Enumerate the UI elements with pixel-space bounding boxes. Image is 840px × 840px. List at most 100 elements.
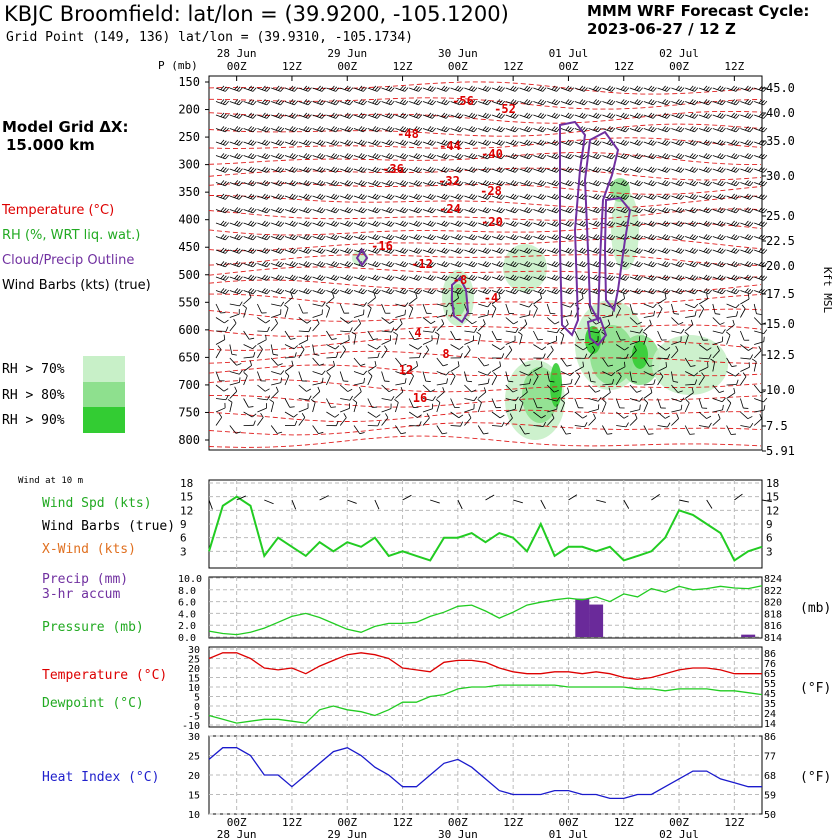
wind-barb-flag [680,127,685,133]
wind-barb-flag [689,234,694,239]
wind-barb-flag [579,288,584,293]
wind-barb-flag [703,220,708,225]
wind-barb-flag [457,127,462,132]
wind-barb-flag [510,247,515,252]
wind-barb-flag [581,100,586,105]
wind-barb-flag [349,249,354,254]
wind-barb-flag [321,222,326,227]
wind-barb-flag [661,247,666,252]
wind-barb-flag [445,222,450,227]
wind-barb-flag [289,99,294,104]
wind-barb-flag [399,99,404,104]
wind-barb [740,376,747,386]
wind-barb [712,418,721,426]
wind-barb-flag [566,319,569,325]
wind-barb-flag [652,303,657,308]
wind-barb-flag [303,234,308,239]
wind-barb [588,398,599,402]
wind-barb-flag [730,153,735,158]
wind-barb-flag [388,194,393,199]
wind-barb-flag [374,100,379,105]
wind-barb [629,330,640,334]
wind-barb [408,330,415,340]
wind-barb-flag [385,139,390,144]
wind-barb-flag [607,364,613,367]
wind-barb-flag [639,222,643,227]
wind-barb-flag [705,262,710,267]
wind-barb-flag [501,154,505,160]
wind-barb-flag [721,397,726,403]
wind-barb [478,303,488,308]
wind-barb-flag [390,127,395,133]
model-grid-info: Model Grid ΔX: 15.000 km [2,118,129,154]
wind-barb-flag [763,195,768,200]
wind-barb-flag [747,221,752,226]
wind-barb-flag [487,100,492,106]
wind-barb-flag [648,139,653,144]
wind-barb [712,87,723,92]
wind-barb-flag [537,126,542,131]
wind-barb-flag [289,288,294,293]
wind-barb-flag [675,345,679,351]
wind-barb-flag [744,207,749,212]
wind-barb-flag [443,208,448,213]
wind-barb-flag [542,276,547,281]
wind-barb-flag [717,247,722,252]
wind-barb-flag [691,289,696,294]
wind-barb [574,425,585,428]
wind-barb [505,340,516,345]
wind-barb-flag [763,114,768,119]
wind-barb-flag [691,194,696,199]
wind-barb-flag [514,168,519,173]
wind-barb [616,366,626,372]
wind-barb-flag [639,154,643,160]
wind-barb-flag [749,141,754,146]
wind-barb-flag [634,274,639,279]
wind-barb-flag [266,262,271,268]
temp-tick-left: 0 [194,702,200,713]
wind-barb [643,114,654,119]
wind-barb-flag [648,288,653,293]
heat-tick-left: 20 [188,771,200,782]
wind-barb-flag [708,222,712,227]
wind-barb-flag [250,248,255,253]
wind-barb-flag [496,180,501,185]
wind-barb [340,398,351,401]
wind-barb-flag [385,180,390,185]
surface-wind-barb [236,495,246,501]
wind-barb [326,330,333,340]
wind-barb-flag [321,262,326,268]
wind-barb-flag [487,87,492,92]
wind-barb-flag [225,222,229,227]
wind-barb-flag [664,140,669,145]
wind-barb-flag [280,249,285,254]
wind-barb-flag [473,87,478,92]
wind-barb-flag [261,274,266,279]
wind-barb [547,330,558,334]
wind-barb [685,383,696,386]
wind-barb [505,168,516,173]
wind-barb [602,315,613,318]
wind-barb-flag [346,235,351,240]
wind-barb-flag [691,235,696,240]
wind-barb-flag [733,154,738,159]
temperature-contour-line [208,338,762,351]
wind-barb-flag [523,261,528,266]
wind-barb-flag [487,302,492,308]
wind-barb-flag [358,274,363,279]
wind-barb-flag [625,168,630,173]
wind-barb-flag [625,353,629,359]
wind-barb-flag [330,180,335,185]
wind-barb-flag [372,261,377,266]
wind-barb-flag [291,100,296,105]
wind-barb-flag [250,140,255,145]
wind-barb-flag [349,395,353,401]
wind-barb-flag [515,396,519,402]
wind-barb [519,402,524,413]
wind-barb-flag [415,154,420,159]
wind-barb [298,339,308,345]
time-tick-label-top: 12Z [393,60,413,73]
wind-barb-flag [274,318,278,324]
wind-barb [284,375,290,386]
wind-barb-flag [526,235,531,240]
